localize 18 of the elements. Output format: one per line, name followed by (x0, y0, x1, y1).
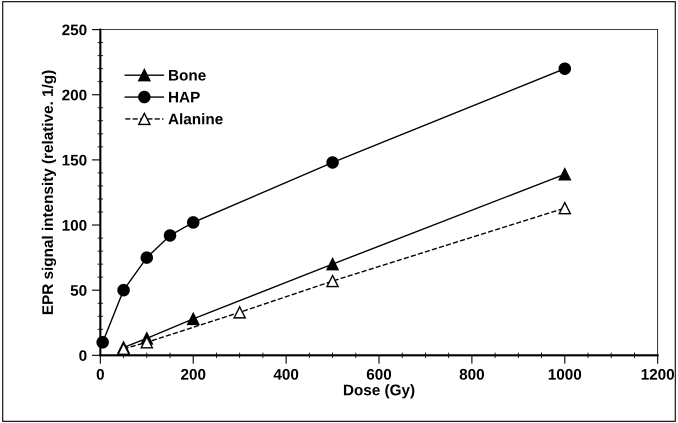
y-tick-label: 50 (70, 285, 87, 296)
y-tick-label: 100 (62, 220, 87, 231)
x-tick-label: 800 (460, 368, 484, 380)
x-tick-label: 0 (96, 368, 104, 380)
x-tick-label: 1000 (548, 368, 582, 380)
x-tick-label: 400 (274, 368, 298, 380)
y-tick-label: 250 (62, 24, 87, 36)
y-tick-label: 150 (62, 154, 87, 166)
y-tick-label: 0 (79, 350, 87, 362)
legend-label: Alanine (168, 113, 223, 124)
x-tick-label: 200 (181, 368, 206, 380)
y-tick-label: 200 (62, 90, 87, 100)
legend-label: Bone (169, 70, 206, 81)
legend-label: HAP (169, 92, 200, 102)
x-tick-label: 1200 (642, 368, 674, 380)
y-axis-title: EPR signal intensity (relative. 1/g) (42, 70, 56, 314)
x-axis-title: Dose (Gy) (344, 384, 414, 398)
x-tick-label: 600 (366, 368, 392, 380)
